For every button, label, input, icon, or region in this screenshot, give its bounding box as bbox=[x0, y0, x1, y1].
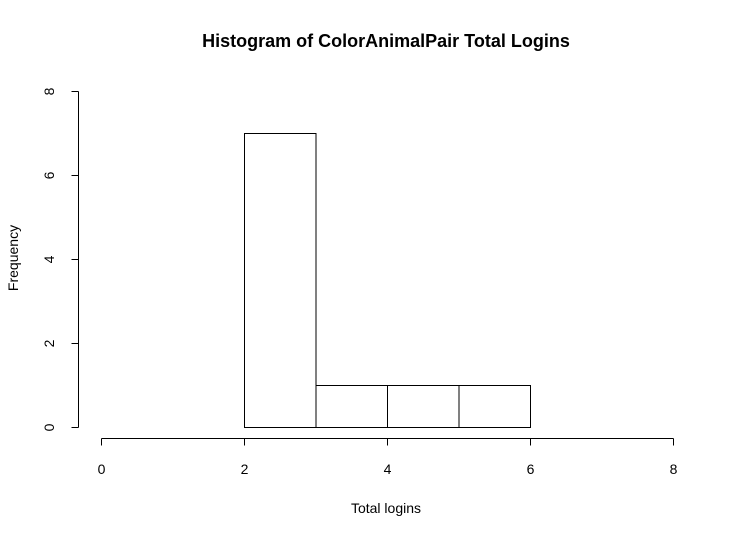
y-axis-label: Frequency bbox=[5, 225, 21, 291]
x-tick-label-6: 6 bbox=[527, 461, 535, 477]
histogram-bars bbox=[244, 133, 531, 428]
chart-title: Histogram of ColorAnimalPair Total Login… bbox=[202, 31, 570, 51]
x-tick-label-8: 8 bbox=[670, 461, 678, 477]
y-tick-label-2: 2 bbox=[41, 339, 57, 347]
histogram-bar-1 bbox=[315, 385, 388, 428]
histogram-bar-0 bbox=[244, 133, 317, 428]
x-axis-label: Total logins bbox=[351, 500, 421, 516]
y-tick-label-6: 6 bbox=[41, 171, 57, 179]
y-tick-label-8: 8 bbox=[41, 87, 57, 95]
x-tick-label-2: 2 bbox=[241, 461, 249, 477]
y-axis: 0 2 4 6 8 bbox=[41, 87, 79, 431]
histogram-bar-3 bbox=[458, 385, 531, 428]
histogram-bar-2 bbox=[387, 385, 460, 428]
y-tick-label-0: 0 bbox=[41, 423, 57, 431]
x-axis: 0 2 4 6 8 bbox=[98, 438, 678, 477]
x-tick-label-0: 0 bbox=[98, 461, 106, 477]
y-tick-label-4: 4 bbox=[41, 255, 57, 263]
x-tick-label-4: 4 bbox=[384, 461, 392, 477]
